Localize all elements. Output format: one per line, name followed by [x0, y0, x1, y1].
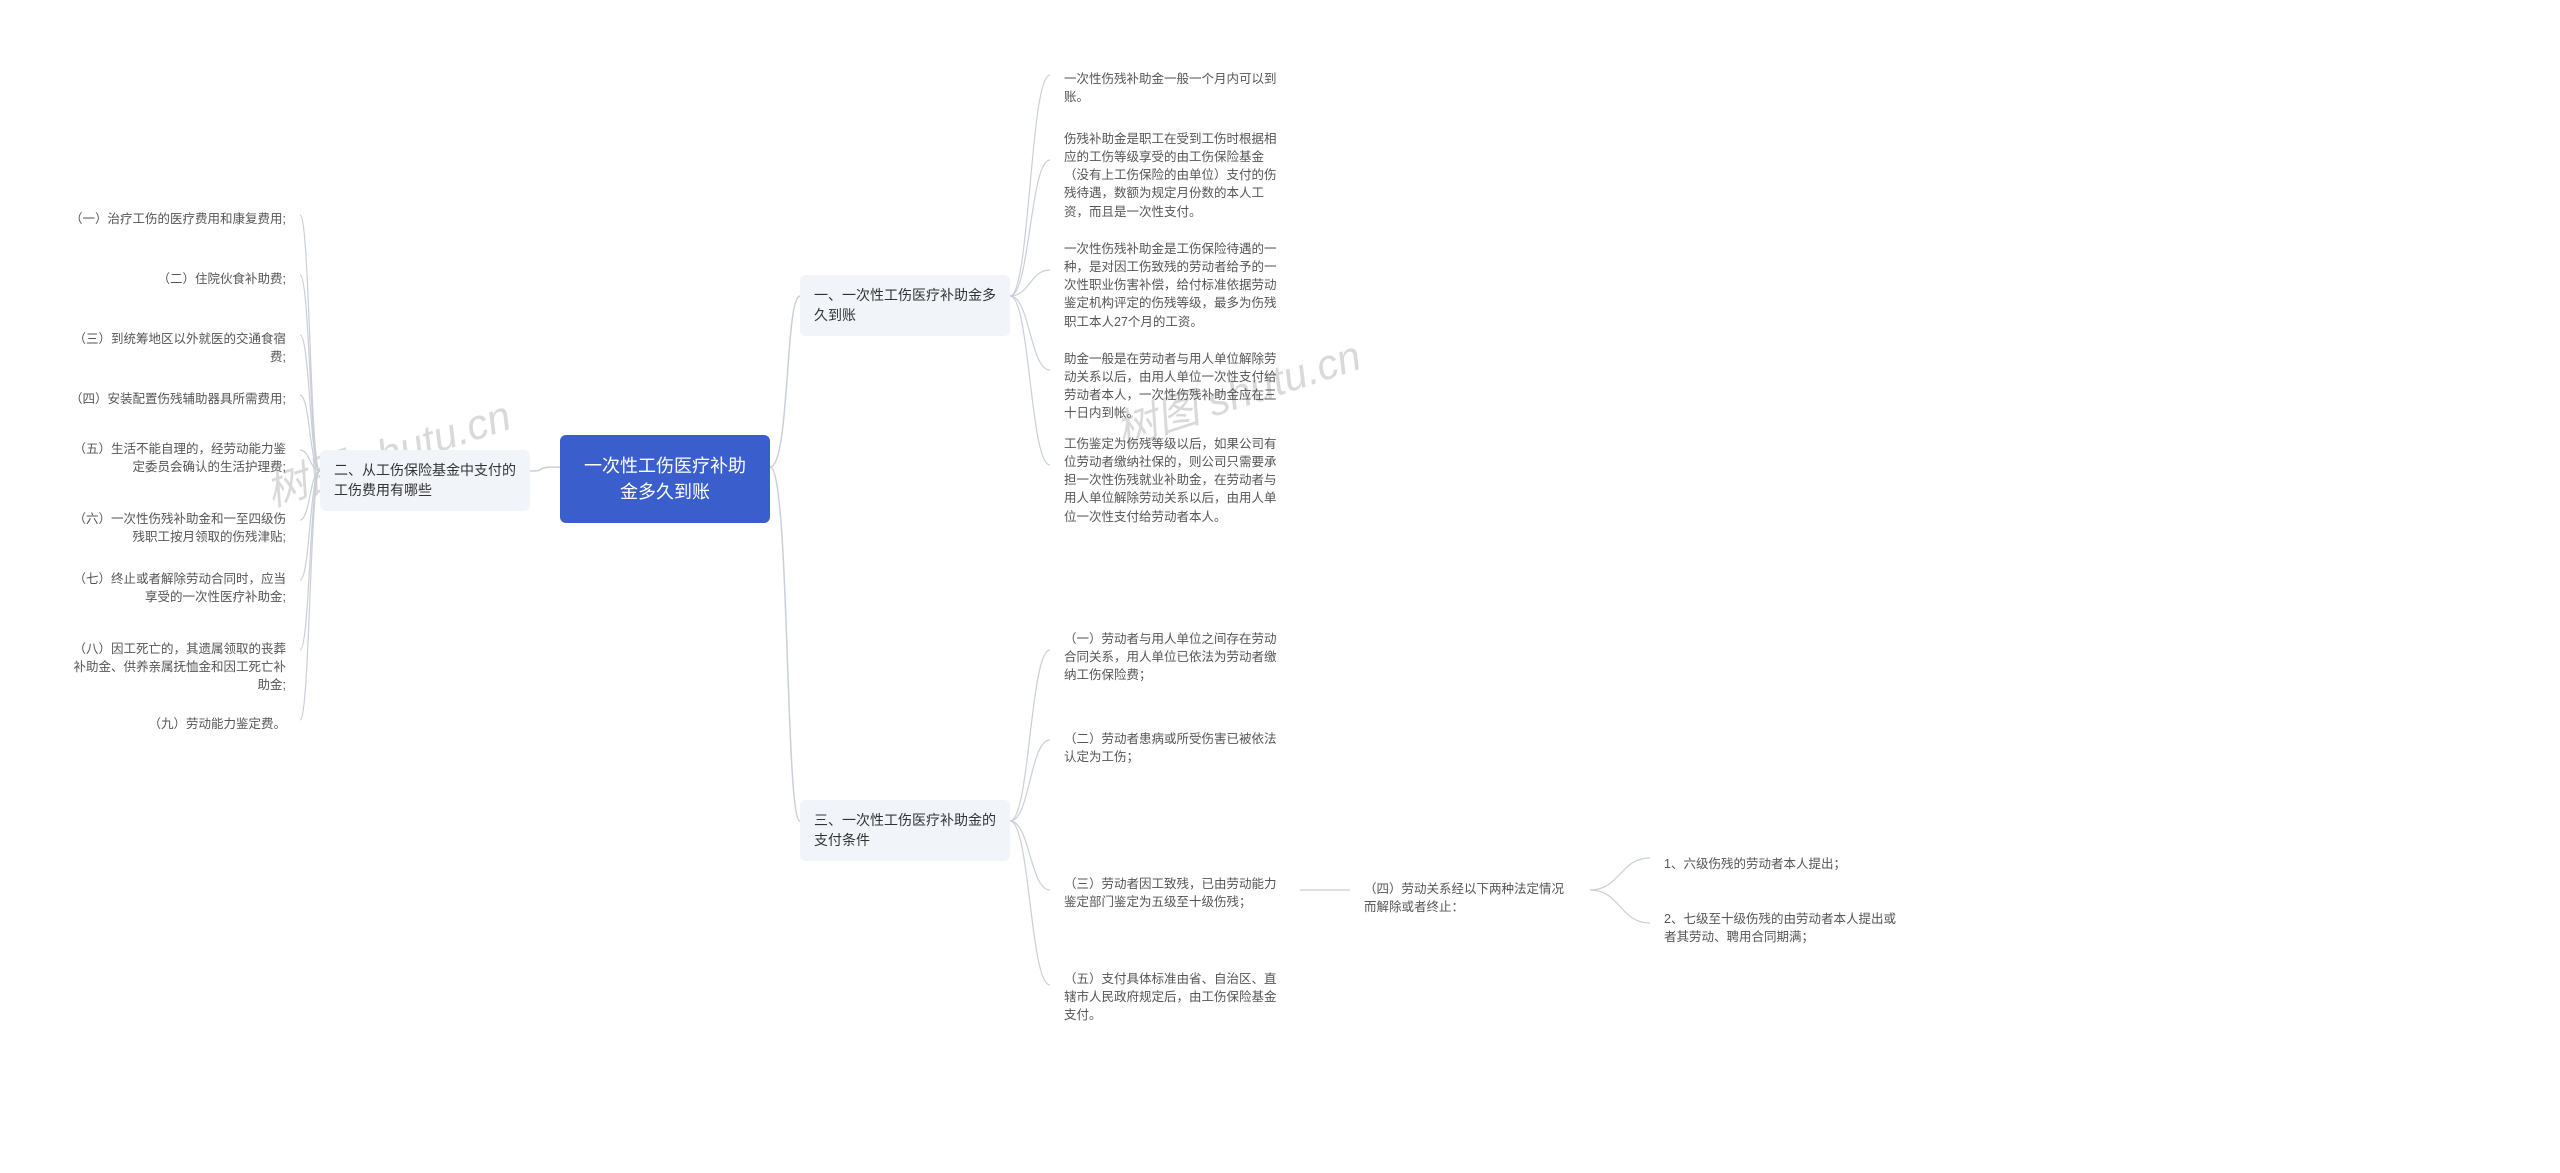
branch-section3[interactable]: 三、一次性工伤医疗补助金的支付条件	[800, 800, 1010, 861]
s3-item-1: （一）劳动者与用人单位之间存在劳动合同关系，用人单位已依法为劳动者缴纳工伤保险费…	[1050, 620, 1300, 694]
s3-sub4-item-1: 1、六级伤残的劳动者本人提出；	[1650, 845, 1920, 883]
s2-item-9: （九）劳动能力鉴定费。	[50, 705, 300, 743]
s2-item-1: （一）治疗工伤的医疗费用和康复费用;	[50, 200, 300, 238]
s2-item-4: （四）安装配置伤残辅助器具所需费用;	[50, 380, 300, 418]
s1-item-3: 一次性伤残补助金是工伤保险待遇的一种，是对因工伤致残的劳动者给予的一次性职业伤害…	[1050, 230, 1300, 341]
s3-item-3: （三）劳动者因工致残，已由劳动能力鉴定部门鉴定为五级至十级伤残；	[1050, 865, 1300, 921]
s1-item-2: 伤残补助金是职工在受到工伤时根据相应的工伤等级享受的由工伤保险基金（没有上工伤保…	[1050, 120, 1300, 231]
s1-item-4: 助金一般是在劳动者与用人单位解除劳动关系以后，由用人单位一次性支付给劳动者本人，…	[1050, 340, 1300, 433]
mindmap-canvas: 树图 shutu.cn 树图 shutu.cn	[0, 0, 2560, 1173]
s2-item-3: （三）到统筹地区以外就医的交通食宿费;	[50, 320, 300, 376]
s3-item-5: （五）支付具体标准由省、自治区、直辖市人民政府规定后，由工伤保险基金支付。	[1050, 960, 1300, 1034]
s2-item-8: （八）因工死亡的，其遗属领取的丧葬补助金、供养亲属抚恤金和因工死亡补助金;	[50, 630, 300, 704]
s3-sub4: （四）劳动关系经以下两种法定情况而解除或者终止：	[1350, 870, 1590, 926]
s2-item-5: （五）生活不能自理的，经劳动能力鉴定委员会确认的生活护理费;	[50, 430, 300, 486]
s1-item-5: 工伤鉴定为伤残等级以后，如果公司有位劳动者缴纳社保的，则公司只需要承担一次性伤残…	[1050, 425, 1300, 536]
s3-sub4-item-2: 2、七级至十级伤残的由劳动者本人提出或者其劳动、聘用合同期满；	[1650, 900, 1920, 956]
s3-item-2: （二）劳动者患病或所受伤害已被依法认定为工伤；	[1050, 720, 1300, 776]
branch-section2[interactable]: 二、从工伤保险基金中支付的工伤费用有哪些	[320, 450, 530, 511]
branch-section1[interactable]: 一、一次性工伤医疗补助金多久到账	[800, 275, 1010, 336]
s1-item-1: 一次性伤残补助金一般一个月内可以到账。	[1050, 60, 1300, 116]
s2-item-7: （七）终止或者解除劳动合同时，应当享受的一次性医疗补助金;	[50, 560, 300, 616]
root-node[interactable]: 一次性工伤医疗补助金多久到账	[560, 435, 770, 523]
s2-item-6: （六）一次性伤残补助金和一至四级伤残职工按月领取的伤残津贴;	[50, 500, 300, 556]
s2-item-2: （二）住院伙食补助费;	[50, 260, 300, 298]
